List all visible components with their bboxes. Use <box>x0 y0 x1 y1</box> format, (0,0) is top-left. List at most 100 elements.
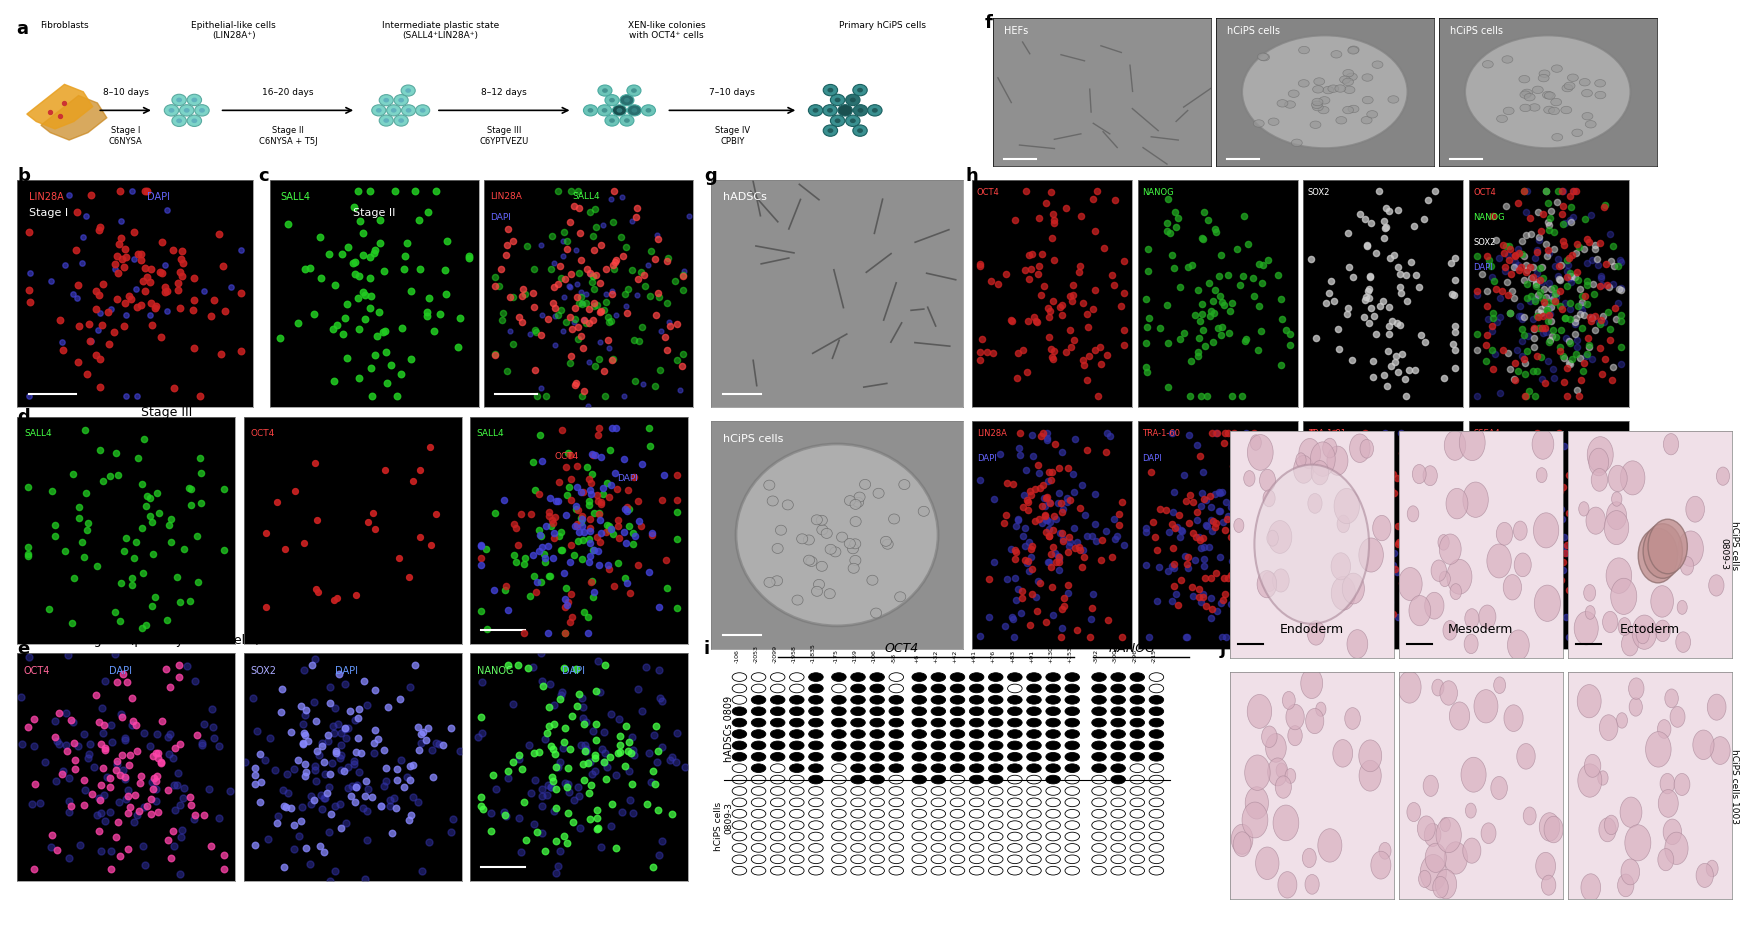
Point <box>1211 437 1239 451</box>
Circle shape <box>930 730 946 739</box>
Circle shape <box>732 673 747 681</box>
Point <box>477 824 505 839</box>
Point <box>1606 256 1634 271</box>
Point <box>598 706 625 721</box>
Point <box>542 746 570 761</box>
Point <box>563 243 591 258</box>
Circle shape <box>913 684 927 693</box>
Point <box>139 749 167 764</box>
Circle shape <box>850 120 855 124</box>
Circle shape <box>789 855 805 864</box>
Point <box>1078 529 1106 544</box>
Point <box>1367 444 1395 459</box>
Point <box>645 601 672 616</box>
Point <box>84 323 111 337</box>
Circle shape <box>808 673 824 681</box>
Point <box>1235 589 1263 603</box>
Point <box>1543 428 1571 443</box>
Point <box>157 851 185 866</box>
Point <box>244 724 272 739</box>
Point <box>1500 249 1528 264</box>
Circle shape <box>1629 679 1644 700</box>
Point <box>1308 535 1336 550</box>
Point <box>124 807 152 822</box>
Circle shape <box>1045 764 1061 773</box>
Circle shape <box>1308 494 1322 514</box>
Point <box>582 748 610 763</box>
Circle shape <box>1542 92 1554 99</box>
Point <box>535 778 563 793</box>
Point <box>1474 249 1502 264</box>
Point <box>85 288 113 303</box>
Point <box>1486 386 1514 400</box>
Circle shape <box>949 742 965 750</box>
Point <box>584 544 611 559</box>
Point <box>582 717 610 732</box>
Point <box>1026 577 1054 591</box>
Point <box>618 538 646 552</box>
Circle shape <box>1350 435 1371 463</box>
Point <box>1561 470 1589 485</box>
Point <box>1017 550 1045 565</box>
Point <box>413 720 441 735</box>
Point <box>1556 467 1583 482</box>
Point <box>1488 489 1516 504</box>
Point <box>1564 240 1592 255</box>
Text: Ectoderm: Ectoderm <box>1620 622 1679 635</box>
Point <box>1211 571 1239 586</box>
Circle shape <box>913 832 927 841</box>
Point <box>1036 515 1064 530</box>
Point <box>1477 259 1505 273</box>
Point <box>1383 365 1411 380</box>
Circle shape <box>1465 803 1475 819</box>
Point <box>540 257 568 272</box>
Point <box>138 806 165 821</box>
Point <box>521 614 549 629</box>
Circle shape <box>770 764 786 773</box>
Point <box>56 188 84 203</box>
Point <box>357 290 385 305</box>
Point <box>1529 283 1557 298</box>
Point <box>1009 584 1036 599</box>
Point <box>1523 273 1550 287</box>
Point <box>1144 560 1172 575</box>
Point <box>1270 476 1298 490</box>
Text: SOX2: SOX2 <box>1474 237 1496 247</box>
Point <box>1209 593 1237 608</box>
Point <box>85 794 113 808</box>
Point <box>1355 493 1383 508</box>
Point <box>540 526 568 540</box>
Circle shape <box>1026 718 1042 727</box>
Circle shape <box>1313 79 1324 86</box>
Point <box>507 844 535 859</box>
Circle shape <box>869 798 885 806</box>
Point <box>1502 559 1529 574</box>
Point <box>1232 536 1259 551</box>
Point <box>103 756 131 771</box>
Point <box>38 484 66 499</box>
Point <box>1578 311 1606 325</box>
Point <box>129 839 157 854</box>
Point <box>652 552 679 567</box>
Point <box>1298 535 1326 550</box>
Point <box>111 250 139 265</box>
Point <box>115 289 143 304</box>
Point <box>1057 340 1085 355</box>
Point <box>1209 630 1237 645</box>
Point <box>1437 287 1465 302</box>
Text: 16–20 days: 16–20 days <box>261 87 314 96</box>
Point <box>1545 260 1573 274</box>
Point <box>1502 248 1529 263</box>
Point <box>549 249 577 264</box>
Point <box>617 793 645 807</box>
Point <box>397 352 425 367</box>
Circle shape <box>850 867 866 875</box>
Circle shape <box>1131 718 1144 727</box>
Point <box>1528 275 1556 290</box>
Point <box>1185 332 1212 347</box>
Point <box>517 785 545 800</box>
Point <box>1056 535 1084 550</box>
Point <box>132 618 160 633</box>
Point <box>19 739 47 754</box>
Circle shape <box>1007 867 1023 875</box>
